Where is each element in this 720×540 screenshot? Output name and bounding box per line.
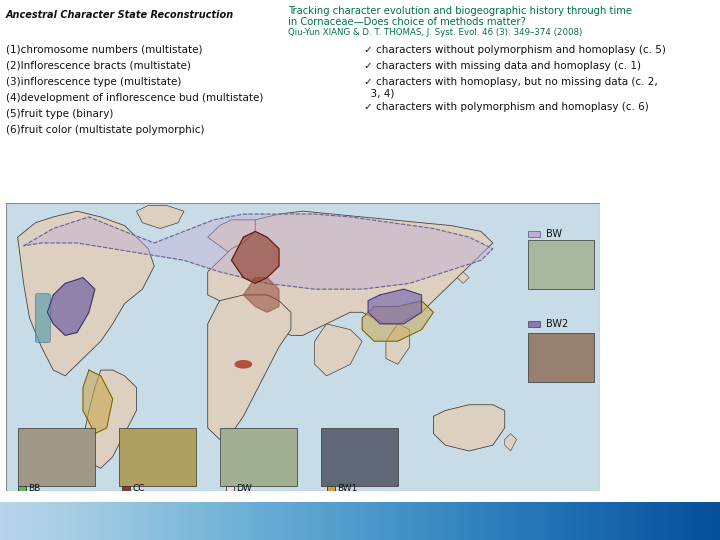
Bar <box>225 486 234 490</box>
Polygon shape <box>208 211 493 335</box>
Bar <box>528 240 594 289</box>
Polygon shape <box>17 211 154 376</box>
Polygon shape <box>208 220 291 260</box>
Text: ✓ characters without polymorphism and homoplasy (c. 5): ✓ characters without polymorphism and ho… <box>364 45 666 55</box>
Polygon shape <box>232 231 279 284</box>
Text: (3)inflorescence type (multistate): (3)inflorescence type (multistate) <box>6 77 181 87</box>
Bar <box>320 428 397 485</box>
Polygon shape <box>505 434 517 451</box>
Bar <box>119 428 196 485</box>
Text: ✓ characters with homoplasy, but no missing data (c. 2,
  3, 4): ✓ characters with homoplasy, but no miss… <box>364 77 658 98</box>
Bar <box>528 321 540 327</box>
Text: ✓ characters with missing data and homoplasy (c. 1): ✓ characters with missing data and homop… <box>364 61 641 71</box>
Text: (6)fruit color (multistate polymorphic): (6)fruit color (multistate polymorphic) <box>6 125 204 135</box>
Text: ✓ characters with polymorphism and homoplasy (c. 6): ✓ characters with polymorphism and homop… <box>364 102 649 112</box>
Polygon shape <box>457 272 469 284</box>
Text: Qiu-Yun XIANG & D. T. THOMAS, J. Syst. Evol. 46 (3): 349–374 (2008): Qiu-Yun XIANG & D. T. THOMAS, J. Syst. E… <box>288 28 582 37</box>
Text: BW1: BW1 <box>337 484 358 493</box>
Bar <box>528 231 540 237</box>
Polygon shape <box>243 278 279 312</box>
Bar <box>17 428 95 485</box>
Bar <box>327 486 335 490</box>
Text: (5)fruit type (binary): (5)fruit type (binary) <box>6 109 113 119</box>
Polygon shape <box>83 370 113 434</box>
Polygon shape <box>208 295 291 440</box>
Polygon shape <box>386 324 410 365</box>
Polygon shape <box>48 278 95 335</box>
Text: (1)chromosome numbers (multistate): (1)chromosome numbers (multistate) <box>6 45 202 55</box>
Bar <box>220 428 297 485</box>
Polygon shape <box>24 214 493 289</box>
Polygon shape <box>137 205 184 228</box>
Bar <box>17 486 26 490</box>
Bar <box>528 333 594 382</box>
Polygon shape <box>368 289 422 324</box>
Polygon shape <box>362 301 433 341</box>
Text: Tracking character evolution and biogeographic history through time: Tracking character evolution and biogeog… <box>288 6 632 16</box>
Text: BW: BW <box>546 230 562 239</box>
Text: CC: CC <box>132 484 145 493</box>
Polygon shape <box>315 324 362 376</box>
Polygon shape <box>433 405 505 451</box>
Circle shape <box>235 360 252 369</box>
Bar <box>122 486 130 490</box>
Text: (4)development of inflorescence bud (multistate): (4)development of inflorescence bud (mul… <box>6 93 264 103</box>
FancyBboxPatch shape <box>35 294 50 342</box>
Text: (2)Inflorescence bracts (multistate): (2)Inflorescence bracts (multistate) <box>6 61 191 71</box>
Text: BW2: BW2 <box>546 319 569 329</box>
Text: BB: BB <box>28 484 40 493</box>
Text: in Cornaceae—Does choice of methods matter?: in Cornaceae—Does choice of methods matt… <box>288 17 526 27</box>
Polygon shape <box>83 370 137 468</box>
Text: Ancestral Character State Reconstruction: Ancestral Character State Reconstruction <box>6 10 234 20</box>
Text: DW: DW <box>236 484 252 493</box>
